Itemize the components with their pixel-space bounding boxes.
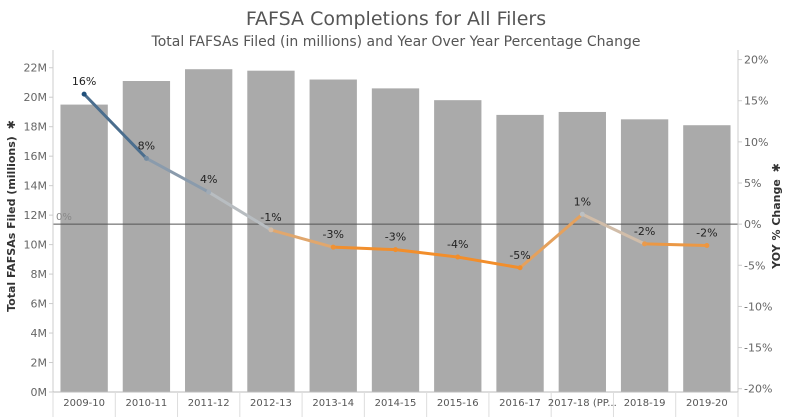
right-tick-label: 0% <box>744 218 761 231</box>
data-label: 16% <box>72 75 96 88</box>
bar[interactable] <box>60 104 108 392</box>
left-tick-label: 18M <box>24 121 48 134</box>
line-point[interactable] <box>143 155 149 161</box>
zero-line-label: 0% <box>56 212 72 223</box>
line-segment <box>82 92 148 160</box>
right-axis-title: YOY % Change ✱ <box>770 163 783 270</box>
data-label: -1% <box>260 211 281 224</box>
bars-layer <box>60 69 731 393</box>
right-tick-label: 20% <box>744 54 768 67</box>
left-tick-label: 10M <box>24 239 48 252</box>
right-axis: -20% -15% -10% -5% 0% 5% 10% 15% 20% <box>737 50 772 396</box>
bar[interactable] <box>185 69 233 392</box>
right-tick-label: -15% <box>744 342 772 355</box>
left-tick-label: 16M <box>24 150 48 163</box>
bar[interactable] <box>620 119 669 393</box>
left-tick-label: 2M <box>31 357 48 370</box>
chart-subtitle: Total FAFSAs Filed (in millions) and Yea… <box>151 34 641 50</box>
line-segment <box>269 228 335 249</box>
svg-text:Total FAFSAs Filed (millions): Total FAFSAs Filed (millions) ✱ <box>5 120 18 312</box>
line-point[interactable] <box>206 189 212 195</box>
data-label: -5% <box>509 249 530 262</box>
data-label: 8% <box>138 139 155 152</box>
x-tick-label: 2013-14 <box>312 398 354 409</box>
data-label: -4% <box>447 238 468 251</box>
left-tick-label: 4M <box>31 327 48 340</box>
left-tick-label: 20M <box>24 91 48 104</box>
left-axis-title-text: Total FAFSAs Filed (millions) <box>5 136 18 312</box>
data-labels-layer: 16% 8% 4% -1% -3% -3% -4% -5% 1% -2% -2% <box>72 75 718 262</box>
x-axis: 2009-10 2010-11 2011-12 2012-13 2013-14 2014-… <box>52 391 739 417</box>
line-point[interactable] <box>579 211 585 217</box>
x-tick-label: 2009-10 <box>63 398 105 409</box>
data-label: -3% <box>323 228 344 241</box>
left-tick-label: 22M <box>24 62 48 75</box>
x-tick-label: 2011-12 <box>188 398 230 409</box>
x-tick-label: 2019-20 <box>686 398 728 409</box>
line-point[interactable] <box>330 244 336 250</box>
x-tick-label: 2010-11 <box>126 398 168 409</box>
left-tick-label: 6M <box>31 298 48 311</box>
data-label: 1% <box>574 195 591 208</box>
line-segment <box>394 248 460 259</box>
line-segment <box>456 255 522 270</box>
x-tick-label: 2017-18 (PP... <box>548 398 617 409</box>
x-tick-label: 2012-13 <box>250 398 292 409</box>
line-point[interactable] <box>517 265 523 271</box>
left-axis-title: Total FAFSAs Filed (millions) ✱ <box>5 120 18 312</box>
bar[interactable] <box>122 81 171 393</box>
line-segment <box>580 212 647 246</box>
data-label: -2% <box>634 225 655 238</box>
data-label: -3% <box>385 231 406 244</box>
right-tick-label: 5% <box>744 177 761 190</box>
right-tick-label: -20% <box>744 383 772 396</box>
line-segment <box>144 156 211 194</box>
right-tick-label: 15% <box>744 95 768 108</box>
left-tick-label: 8M <box>31 268 48 281</box>
bar[interactable] <box>434 100 482 392</box>
sort-asterisk-icon[interactable]: ✱ <box>770 163 783 172</box>
right-tick-label: 10% <box>744 136 768 149</box>
left-tick-label: 14M <box>24 180 48 193</box>
line-point[interactable] <box>642 241 648 247</box>
line-layer <box>81 91 710 271</box>
right-tick-label: -10% <box>744 300 772 313</box>
svg-text:YOY % Change ✱: YOY % Change ✱ <box>770 163 783 270</box>
left-tick-label: 0M <box>31 386 48 399</box>
line-segment <box>207 190 273 232</box>
left-tick-label: 12M <box>24 209 48 222</box>
left-axis: 0M 2M 4M 6M 8M 10M 12M 14M 16M 18M 20M 22M <box>24 50 54 399</box>
line-point[interactable] <box>455 254 461 260</box>
sort-asterisk-icon[interactable]: ✱ <box>5 120 18 129</box>
right-axis-title-text: YOY % Change <box>770 179 783 270</box>
bar[interactable] <box>683 125 731 392</box>
x-tick-label: 2018-19 <box>624 398 666 409</box>
line-segment <box>518 212 584 270</box>
bar[interactable] <box>371 88 420 393</box>
line-point[interactable] <box>704 243 710 249</box>
zero-line-layer: 0% <box>53 212 738 225</box>
right-tick-label: -5% <box>744 259 765 272</box>
x-tick-label: 2015-16 <box>437 398 479 409</box>
bar[interactable] <box>309 79 357 393</box>
line-point[interactable] <box>81 91 87 97</box>
data-label: 4% <box>200 173 217 186</box>
x-tick-label: 2014-15 <box>375 398 417 409</box>
line-point[interactable] <box>268 227 274 233</box>
x-tick-label: 2016-17 <box>499 398 541 409</box>
chart-title: FAFSA Completions for All Filers <box>246 8 546 30</box>
data-label: -2% <box>696 227 717 240</box>
line-segment <box>331 245 397 252</box>
line-segment <box>643 242 709 248</box>
line-point[interactable] <box>393 247 398 253</box>
bar[interactable] <box>558 111 606 393</box>
